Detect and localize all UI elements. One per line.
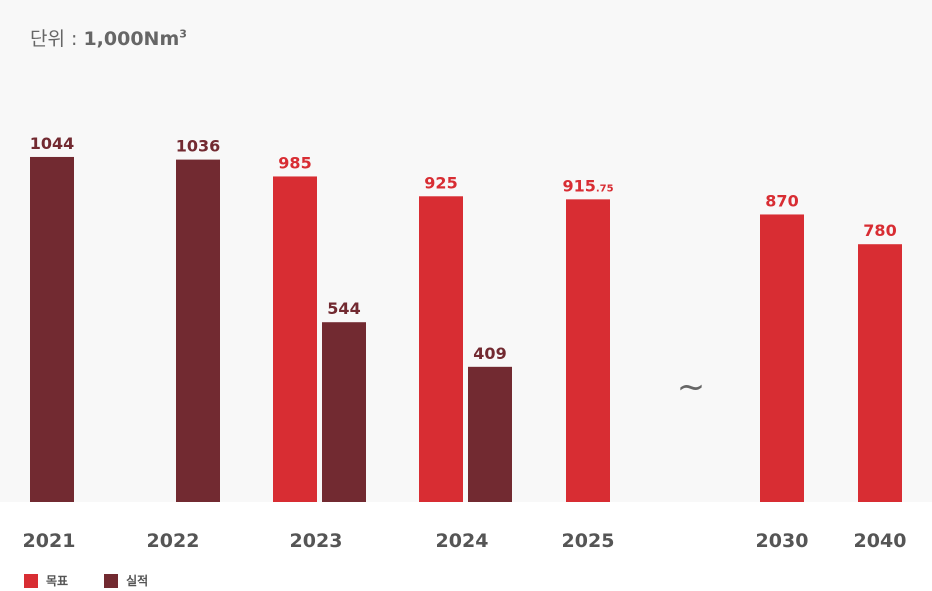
bar-actual-2024 — [468, 366, 512, 502]
legend-swatch-target — [24, 573, 38, 588]
data-label-value: 915 — [562, 176, 595, 195]
data-label-value: 409 — [473, 344, 506, 363]
tick-label-2040: 2040 — [854, 530, 907, 552]
data-label-decimal: .75 — [596, 183, 614, 194]
tick-label-2030: 2030 — [756, 530, 809, 552]
bar-target-2040 — [858, 244, 902, 502]
data-label-value: 780 — [863, 221, 896, 240]
bar-target-2030 — [760, 214, 804, 502]
tick-label-2021: 2021 — [23, 530, 76, 552]
data-label-actual-2023: 544 — [327, 299, 360, 318]
tick-label-2022: 2022 — [147, 530, 200, 552]
legend-item-target: 목표 — [24, 572, 68, 589]
tick-label-2023: 2023 — [290, 530, 343, 552]
legend-label-actual: 실적 — [126, 574, 149, 588]
data-label-target-2025: 915.75 — [562, 176, 613, 195]
data-label-actual-2021: 1044 — [30, 134, 75, 153]
legend-swatch-actual — [104, 573, 119, 588]
axis-break-symbol: ~ — [677, 367, 706, 407]
legend-item-actual: 실적 — [104, 572, 148, 589]
tick-label-2025: 2025 — [562, 530, 615, 552]
data-label-value: 925 — [424, 173, 457, 192]
unit-prefix: 단위 : — [30, 28, 84, 50]
unit-superscript: 3 — [179, 27, 187, 41]
data-label-value: 985 — [278, 153, 311, 172]
legend-label-target: 목표 — [46, 574, 69, 588]
unit-value: 1,000Nm — [83, 28, 180, 50]
data-label-value: 1036 — [176, 137, 221, 156]
data-label-actual-2024: 409 — [473, 344, 506, 363]
data-label-target-2040: 780 — [863, 221, 896, 240]
tick-label-2024: 2024 — [436, 530, 489, 552]
data-label-value: 1044 — [30, 134, 75, 153]
data-label-target-2023: 985 — [278, 153, 311, 172]
data-label-value: 870 — [765, 191, 798, 210]
bar-target-2023 — [273, 176, 317, 502]
data-label-target-2030: 870 — [765, 191, 798, 210]
unit-label: 단위 : 1,000Nm3 — [30, 24, 187, 51]
bar-target-2024 — [419, 196, 463, 502]
data-label-actual-2022: 1036 — [176, 137, 221, 156]
bar-actual-2023 — [322, 322, 366, 502]
bar-actual-2022 — [176, 159, 220, 503]
bar-target-2025 — [566, 199, 610, 503]
data-label-target-2024: 925 — [424, 173, 457, 192]
data-label-value: 544 — [327, 299, 360, 318]
legend: 목표 실적 — [24, 572, 184, 589]
bar-actual-2021 — [30, 156, 74, 502]
